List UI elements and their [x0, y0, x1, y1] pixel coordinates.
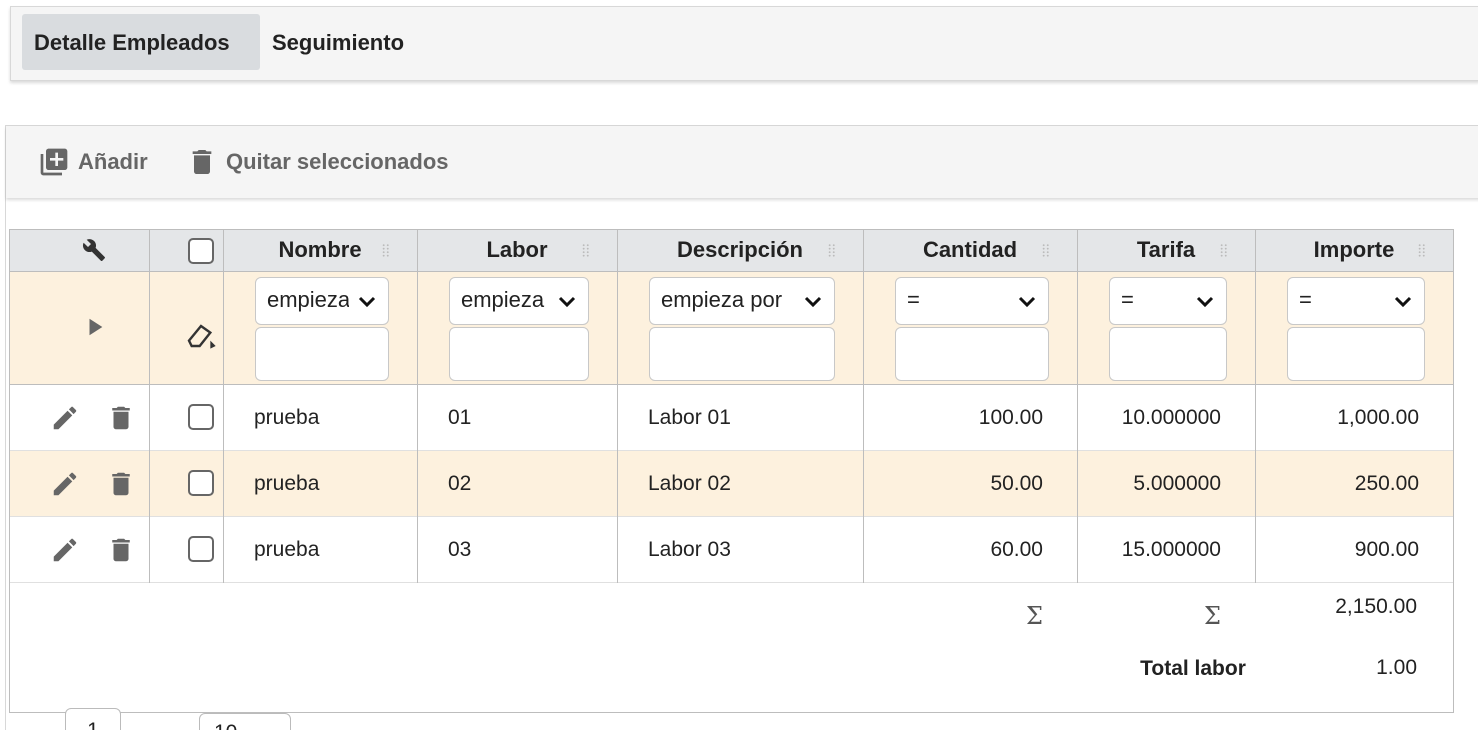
dropdown-arrow[interactable] — [1015, 289, 1039, 313]
cell: 250.00 — [1354, 472, 1419, 495]
row-checkbox[interactable] — [188, 470, 214, 496]
remove-button[interactable]: Quitar seleccionados — [226, 149, 449, 174]
page-size[interactable]: 10 — [214, 720, 237, 730]
delete-icon[interactable] — [106, 468, 136, 500]
tab-label[interactable]: Detalle Empleados — [34, 30, 230, 55]
total-label: Total labor — [1140, 657, 1246, 680]
settings-icon[interactable] — [82, 238, 106, 262]
column-header[interactable]: Tarifa — [1136, 237, 1196, 262]
column-divider — [1255, 230, 1256, 583]
clear-filter-icon[interactable] — [184, 318, 218, 350]
resize-handle[interactable] — [1217, 236, 1231, 266]
column-divider — [417, 230, 418, 583]
total-value: 1.00 — [1376, 656, 1417, 679]
dropdown-arrow[interactable] — [801, 289, 825, 313]
filter-input[interactable] — [895, 327, 1049, 381]
column-divider — [1077, 230, 1078, 583]
cell: 01 — [448, 406, 472, 429]
column-divider — [223, 230, 224, 583]
filter-input[interactable] — [649, 327, 835, 381]
column-divider — [149, 230, 150, 583]
cell: 1,000.00 — [1337, 406, 1419, 429]
cell: 02 — [448, 472, 472, 495]
cell: prueba — [254, 538, 320, 561]
toolbar — [6, 126, 1478, 198]
filter-input[interactable] — [1287, 327, 1425, 381]
filter-operator[interactable]: empieza por — [267, 287, 349, 312]
active-tab[interactable] — [22, 14, 260, 70]
filter-select[interactable] — [449, 277, 589, 325]
edit-icon[interactable] — [50, 535, 80, 565]
cell: 5.000000 — [1133, 472, 1221, 495]
select-all-checkbox[interactable] — [188, 238, 214, 264]
filter-input[interactable] — [255, 327, 389, 381]
cell: prueba — [254, 472, 320, 495]
resize-handle[interactable] — [825, 236, 839, 266]
data-row — [10, 385, 1453, 451]
page-number[interactable]: 1 — [65, 718, 121, 730]
data-row — [10, 451, 1453, 517]
grid — [9, 229, 1454, 713]
cell: prueba — [254, 406, 320, 429]
total-symbol: Σ — [1204, 602, 1221, 630]
dropdown-arrow[interactable] — [555, 289, 579, 313]
dropdown-arrow[interactable] — [1193, 289, 1217, 313]
column-header[interactable]: Importe — [1313, 237, 1395, 262]
add-button[interactable]: Añadir — [78, 149, 148, 174]
filter-operator[interactable]: empieza por — [461, 287, 549, 312]
filter-select[interactable] — [255, 277, 389, 325]
filter-operator[interactable]: = — [1299, 287, 1312, 312]
filter-operator[interactable]: empieza por — [661, 287, 783, 312]
cell: Labor 01 — [648, 406, 731, 429]
cell: 15.000000 — [1121, 538, 1221, 561]
filter-select[interactable] — [649, 277, 835, 325]
resize-handle[interactable] — [579, 236, 593, 266]
filter-select[interactable] — [1109, 277, 1227, 325]
filter-input[interactable] — [1109, 327, 1227, 381]
delete-icon[interactable] — [186, 146, 218, 178]
edit-icon[interactable] — [50, 469, 80, 499]
cell: 50.00 — [990, 472, 1043, 495]
page-input[interactable] — [65, 708, 121, 730]
delete-icon[interactable] — [106, 534, 136, 566]
resize-handle[interactable] — [1039, 236, 1053, 266]
column-divider — [863, 230, 864, 583]
edit-icon[interactable] — [50, 403, 80, 433]
total-symbol: Σ — [1026, 602, 1043, 630]
filter-operator[interactable]: = — [1121, 287, 1134, 312]
cell: 900.00 — [1354, 538, 1419, 561]
cell: Labor 03 — [648, 538, 731, 561]
expand-icon[interactable] — [84, 315, 106, 339]
filter-input[interactable] — [449, 327, 589, 381]
page-size-select[interactable] — [199, 713, 291, 730]
data-row — [10, 517, 1453, 583]
delete-icon[interactable] — [106, 402, 136, 434]
cell: Labor 02 — [648, 472, 731, 495]
cell: 10.000000 — [1121, 406, 1221, 429]
dropdown-arrow[interactable] — [355, 289, 379, 313]
column-header[interactable]: Nombre — [278, 237, 362, 262]
filter-operator[interactable]: = — [907, 287, 920, 312]
column-header[interactable]: Labor — [486, 237, 548, 262]
tab-label[interactable]: Seguimiento — [272, 30, 405, 55]
row-checkbox[interactable] — [188, 536, 214, 562]
cell: 03 — [448, 538, 472, 561]
column-divider — [617, 230, 618, 583]
total-value: 2,150.00 — [1335, 595, 1417, 618]
column-header[interactable]: Cantidad — [922, 237, 1018, 262]
row-checkbox[interactable] — [188, 404, 214, 430]
resize-handle[interactable] — [379, 236, 393, 266]
cell: 100.00 — [978, 406, 1043, 429]
column-header[interactable]: Descripción — [677, 237, 803, 262]
add-icon[interactable] — [38, 146, 70, 178]
dropdown-arrow[interactable] — [1391, 289, 1415, 313]
header-row — [10, 230, 1453, 272]
filter-select[interactable] — [1287, 277, 1425, 325]
cell: 60.00 — [990, 538, 1043, 561]
resize-handle[interactable] — [1415, 236, 1429, 266]
